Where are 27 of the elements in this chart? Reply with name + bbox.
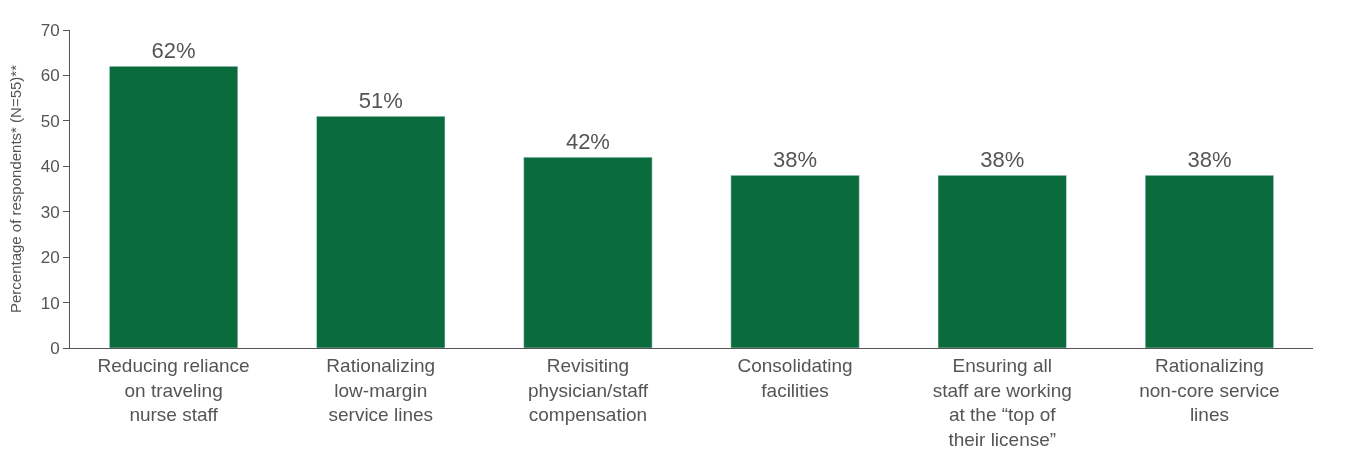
y-tick-label: 60 <box>40 66 60 86</box>
bar <box>316 116 446 348</box>
y-tick-label: 50 <box>40 111 60 131</box>
data-label: 42% <box>565 129 610 155</box>
data-label: 38% <box>1187 147 1232 173</box>
x-tick-label: Revisiting physician/staff compensation <box>527 354 649 426</box>
bar <box>730 175 860 348</box>
bar <box>1144 175 1274 348</box>
data-label: 51% <box>358 88 403 114</box>
y-tick-label: 20 <box>40 248 60 268</box>
data-label: 62% <box>151 38 196 64</box>
x-tick-label: Consolidating facilities <box>737 354 853 401</box>
x-tick-label: Reducing reliance on traveling nurse staff <box>97 354 250 426</box>
y-tick-label: 10 <box>40 293 60 313</box>
bar <box>109 66 239 348</box>
y-tick-label: 0 <box>50 338 60 358</box>
y-tick-label: 40 <box>40 157 60 177</box>
y-tick-label: 70 <box>40 20 60 40</box>
bar <box>523 156 653 348</box>
y-tick-label: 30 <box>40 202 60 222</box>
data-label: 38% <box>773 147 818 173</box>
x-tick-label: Rationalizing non-core service lines <box>1139 354 1280 426</box>
data-label: 38% <box>980 147 1025 173</box>
bar <box>937 175 1067 348</box>
y-axis-title: Percentage of respondents* (N=55)** <box>6 64 24 314</box>
x-tick-label: Rationalizing low-margin service lines <box>326 354 436 426</box>
x-tick-label: Ensuring all staff are working at the “top of their license” <box>932 354 1072 450</box>
